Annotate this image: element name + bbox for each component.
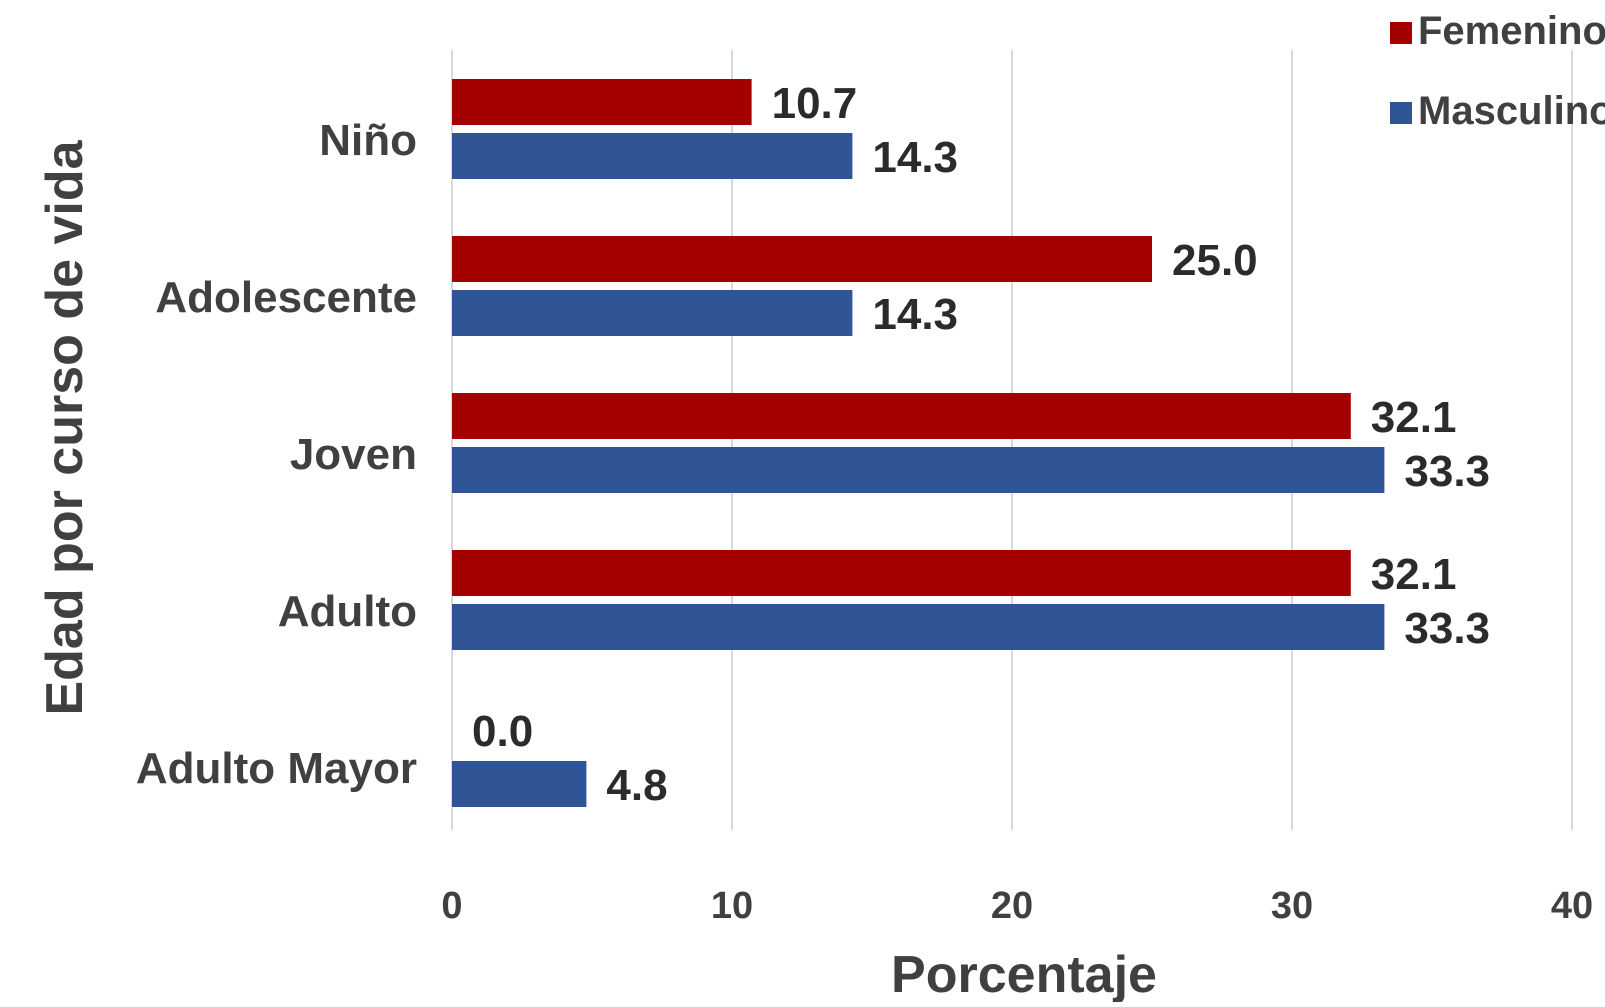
x-tick-labels: 0 10 20 30 40 (441, 885, 1593, 927)
bar-masculino (452, 604, 1385, 650)
legend-swatch (1390, 22, 1412, 44)
bar-femenino (452, 236, 1152, 282)
x-axis-title: Porcentaje (891, 946, 1157, 1002)
bar-femenino (452, 79, 752, 125)
data-label: 33.3 (1404, 447, 1490, 496)
x-tick-label: 0 (441, 885, 462, 927)
legend-label: Masculino (1418, 89, 1605, 133)
data-label: 25.0 (1172, 236, 1258, 285)
bar-femenino (452, 550, 1351, 596)
gridlines (451, 50, 1573, 830)
legend-swatch (1390, 102, 1412, 124)
data-label: 10.7 (772, 79, 858, 128)
data-label: 0.0 (472, 707, 533, 756)
data-label: 33.3 (1404, 604, 1490, 653)
bar-masculino (452, 290, 853, 336)
data-label: 4.8 (606, 761, 667, 810)
category-label: Adulto Mayor (136, 744, 417, 793)
bar-masculino (452, 133, 853, 179)
data-label: 32.1 (1371, 550, 1457, 599)
x-tick-label: 20 (991, 885, 1033, 927)
legend: Femenino Masculino (1390, 9, 1605, 133)
data-labels: 10.7 14.3 25.0 14.3 32.1 33.3 32.1 33.3 0.0 4.8 (472, 79, 1490, 810)
bar-femenino (452, 393, 1351, 439)
bar-masculino (452, 761, 587, 807)
data-label: 14.3 (872, 133, 958, 182)
category-labels: Niño Adolescente Joven Adulto Adulto Mayor (136, 116, 417, 793)
x-tick-label: 40 (1551, 885, 1593, 927)
category-label: Niño (319, 116, 417, 165)
bars (452, 79, 1385, 807)
category-label: Adulto (278, 587, 417, 636)
x-tick-label: 10 (711, 885, 753, 927)
y-axis-title: Edad por curso de vida (36, 139, 94, 715)
bar-masculino (452, 447, 1385, 493)
legend-label: Femenino (1418, 9, 1605, 53)
data-label: 14.3 (872, 290, 958, 339)
data-label: 32.1 (1371, 393, 1457, 442)
x-tick-label: 30 (1271, 885, 1313, 927)
category-label: Adolescente (155, 273, 417, 322)
category-label: Joven (290, 430, 417, 479)
